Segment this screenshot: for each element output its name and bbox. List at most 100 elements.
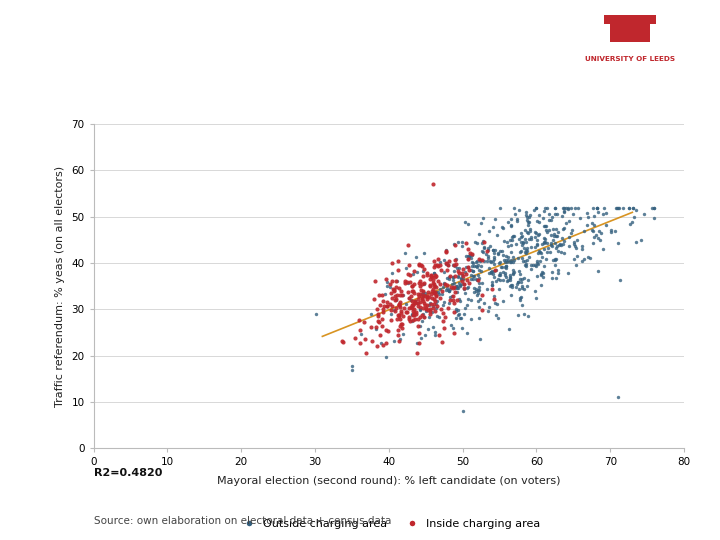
Point bbox=[459, 284, 470, 292]
Point bbox=[438, 298, 450, 306]
Point bbox=[506, 233, 518, 241]
Point bbox=[346, 365, 358, 374]
Point bbox=[494, 203, 505, 212]
Point bbox=[420, 306, 431, 315]
Point bbox=[437, 338, 449, 347]
Point bbox=[522, 228, 534, 237]
Point bbox=[568, 239, 580, 248]
Point bbox=[441, 284, 453, 293]
Point bbox=[366, 336, 378, 345]
Point bbox=[466, 266, 477, 274]
Point bbox=[393, 310, 405, 319]
Point bbox=[449, 284, 461, 293]
Point bbox=[472, 256, 483, 265]
Point bbox=[414, 281, 426, 290]
Point bbox=[456, 271, 468, 280]
Point bbox=[444, 256, 455, 265]
Point bbox=[472, 291, 483, 300]
Point bbox=[393, 300, 405, 309]
Point bbox=[473, 282, 485, 291]
Point bbox=[444, 287, 455, 295]
Point bbox=[535, 269, 546, 278]
Point bbox=[528, 206, 540, 214]
Point bbox=[407, 287, 418, 295]
Point bbox=[504, 276, 516, 285]
Y-axis label: Traffic referendum: % yeas (on all electors): Traffic referendum: % yeas (on all elect… bbox=[55, 166, 65, 407]
Point bbox=[432, 276, 444, 285]
Point bbox=[430, 281, 441, 290]
Point bbox=[588, 239, 599, 247]
Point bbox=[467, 274, 479, 283]
Point bbox=[518, 238, 529, 247]
Point bbox=[478, 238, 490, 247]
Point bbox=[613, 239, 624, 247]
Point bbox=[387, 285, 399, 293]
Point bbox=[396, 291, 408, 299]
Point bbox=[582, 213, 593, 221]
Point bbox=[424, 307, 436, 315]
Point bbox=[505, 258, 517, 267]
Point bbox=[470, 275, 482, 284]
Bar bbox=[605, 16, 656, 24]
Point bbox=[428, 279, 439, 287]
Point bbox=[469, 262, 480, 271]
Point bbox=[414, 305, 426, 313]
Point bbox=[492, 250, 504, 259]
Point bbox=[595, 228, 606, 237]
Point bbox=[600, 208, 611, 217]
Point bbox=[402, 240, 414, 249]
Point bbox=[397, 320, 408, 328]
Point bbox=[482, 257, 493, 266]
Point bbox=[508, 232, 520, 241]
Point bbox=[507, 235, 518, 244]
Point bbox=[567, 210, 579, 219]
Point bbox=[472, 286, 484, 294]
Point bbox=[482, 306, 493, 315]
Point bbox=[531, 203, 542, 212]
Point bbox=[471, 263, 482, 272]
Point bbox=[534, 218, 545, 226]
Point bbox=[470, 257, 482, 266]
Point bbox=[444, 287, 455, 295]
Point bbox=[504, 273, 516, 282]
Point bbox=[534, 248, 546, 256]
Point bbox=[546, 241, 557, 249]
Point bbox=[371, 325, 382, 334]
Point bbox=[403, 261, 415, 269]
Point bbox=[539, 222, 551, 231]
Point bbox=[337, 338, 348, 346]
Point bbox=[493, 285, 505, 293]
Point bbox=[451, 266, 463, 275]
Point bbox=[386, 294, 397, 303]
Point bbox=[521, 213, 533, 221]
Point bbox=[449, 262, 461, 271]
Point bbox=[433, 289, 445, 298]
Point bbox=[450, 255, 462, 264]
Point bbox=[571, 235, 582, 244]
Point bbox=[413, 321, 424, 330]
Point bbox=[466, 258, 477, 267]
Point bbox=[412, 315, 423, 324]
Point bbox=[504, 281, 516, 290]
Point bbox=[410, 296, 421, 305]
Point bbox=[525, 261, 536, 269]
Point bbox=[400, 308, 411, 316]
Point bbox=[379, 290, 390, 299]
Point bbox=[570, 241, 581, 250]
Point bbox=[548, 230, 559, 238]
Point bbox=[588, 232, 600, 241]
Point bbox=[503, 253, 514, 261]
Point bbox=[441, 266, 452, 274]
Point bbox=[523, 211, 535, 219]
Point bbox=[400, 276, 411, 285]
Point bbox=[413, 329, 425, 338]
Point bbox=[365, 310, 377, 319]
Point bbox=[392, 326, 403, 335]
Point bbox=[428, 262, 440, 271]
Point bbox=[537, 269, 549, 278]
Point bbox=[590, 231, 601, 239]
Point bbox=[440, 286, 451, 294]
Point bbox=[390, 276, 401, 285]
Point bbox=[371, 342, 382, 350]
Point bbox=[426, 287, 438, 295]
